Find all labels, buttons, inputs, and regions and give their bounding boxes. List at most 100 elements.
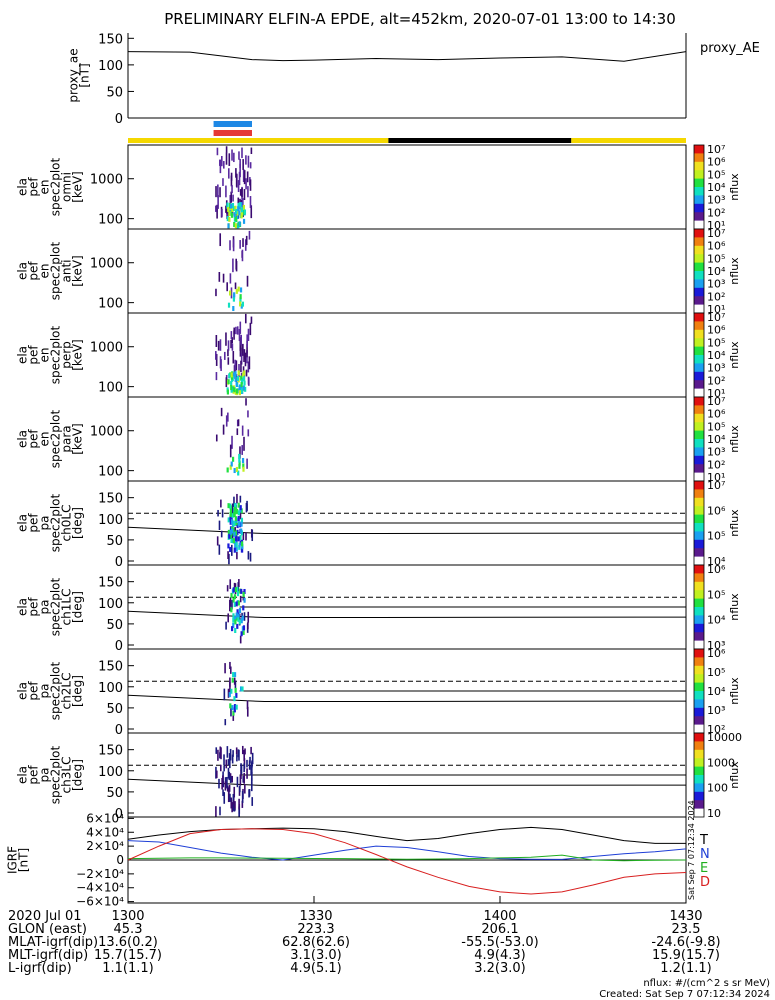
spectrogram-pixel — [225, 621, 227, 630]
spectrogram-pixel — [241, 457, 245, 463]
ela_pef_pa_spec2plot_ch1LC-colorbar-segment — [694, 625, 704, 629]
spectrogram-pixel — [231, 343, 234, 351]
spectrogram-pixel — [236, 523, 239, 529]
spectrogram-pixel — [238, 384, 242, 390]
spectrogram-pixel — [236, 609, 239, 615]
ela_pef_pa_spec2plot_ch1LC-colorbar-segment — [694, 581, 704, 585]
spectrogram-pixel — [225, 415, 228, 427]
spectrogram-pixel — [237, 536, 240, 542]
spectrogram-pixel — [238, 806, 240, 817]
ela_pef_en_spec2plot_perp-frame — [127, 312, 687, 398]
ela_pef_en_spec2plot_para-colorbar-segment — [694, 409, 704, 413]
ela_pef_en_spec2plot_perp-colorbar-segment — [694, 325, 704, 329]
spectrogram-pixel — [246, 171, 249, 183]
spectrogram-pixel — [232, 306, 235, 312]
ela_pef_pa_spec2plot_ch1LC-colorbar-segment — [694, 636, 704, 640]
spectrogram-pixel — [238, 151, 240, 160]
spectrogram-pixel — [226, 216, 229, 222]
ela_pef_pa_spec2plot_ch0LC-colorbar-segment — [694, 560, 704, 564]
spectrogram-pixel — [233, 696, 236, 702]
spectrogram-pixel — [229, 519, 232, 525]
ela_pef_en_spec2plot_anti-colorbar-segment — [694, 279, 704, 283]
spectrogram-pixel — [219, 806, 221, 816]
ela_pef_pa_spec2plot_ch0LC-colorbar-segment — [694, 533, 704, 537]
spectrogram-pixel — [233, 221, 236, 227]
spectrogram-pixel — [237, 600, 240, 606]
spectrogram-pixel — [237, 370, 240, 376]
spectrogram-pixel — [229, 529, 232, 535]
spectrogram-pixel — [233, 602, 236, 608]
ela_pef_pa_spec2plot_ch1LC-colorbar-segment — [694, 604, 704, 608]
ela_pef_en_spec2plot_perp-colorbar-segment — [694, 346, 704, 350]
ela_pef_en_spec2plot_anti-colorbar-label: nflux — [728, 257, 741, 285]
ela_pef_pa_spec2plot_ch0LC-colorbar-segment — [694, 506, 704, 509]
ela_pef_pa_spec2plot_ch0LC-colorbar-segment — [694, 537, 704, 541]
spectrogram-pixel — [238, 579, 240, 588]
spectrogram-pixel — [239, 163, 241, 178]
spectrogram-pixel — [236, 623, 239, 629]
spectrogram-pixel — [232, 527, 235, 533]
ela_pef_pa_spec2plot_ch3LC-colorbar-segment — [694, 789, 704, 793]
ela_pef_en_spec2plot_perp-colorbar-segment — [694, 373, 704, 377]
proxy-ae-line — [127, 51, 687, 62]
ela_pef_pa_spec2plot_ch1LC-colorbar-segment — [694, 588, 704, 591]
ela_pef_pa_spec2plot_ch2LC-colorbar-segment — [694, 697, 704, 700]
ela_pef_pa_spec2plot_ch0LC-colorbar-segment — [694, 520, 704, 524]
ela_pef_pa_spec2plot_ch2LC-colorbar-segment — [694, 716, 704, 719]
spectrogram-pixel — [249, 322, 252, 336]
spectrogram-pixel — [229, 703, 232, 709]
ela_pef_en_spec2plot_anti-colorbar-segment — [694, 243, 704, 247]
ela_pef_pa_spec2plot_ch1LC-colorbar-segment — [694, 590, 704, 593]
spectrogram-pixel — [236, 529, 239, 535]
ephemeris-value: 15.9(15.7) — [652, 948, 720, 963]
ela_pef_en_spec2plot_para-ylabel-line: en — [38, 432, 52, 447]
spectrogram-pixel — [242, 198, 244, 208]
ela_pef_en_spec2plot_para-frame — [127, 396, 687, 482]
spectrogram-pixel — [240, 379, 244, 385]
spectrogram-pixel — [233, 677, 236, 685]
spectrogram-pixel — [230, 372, 233, 378]
spectrogram-pixel — [234, 516, 238, 522]
ela_pef_pa_spec2plot_ch2LC-colorbar-segment — [694, 714, 704, 717]
spectrogram-pixel — [217, 509, 219, 517]
ela_pef_pa_spec2plot_ch3LC-colorbar-segment — [694, 777, 704, 780]
ela_pef_pa_spec2plot_ch0LC-colorbar-segment — [694, 548, 704, 551]
zone-bar-segment — [388, 138, 572, 143]
ela_pef_pa_spec2plot_ch3LC-colorbar-tick-label: 100 — [707, 782, 728, 795]
ela_pef_en_spec2plot_omni-colorbar-segment — [694, 224, 704, 228]
ela_pef_en_spec2plot_perp-colorbar-segment — [694, 355, 704, 358]
ela_pef_pa_spec2plot_ch3LC-ytick-label: 100 — [98, 765, 123, 780]
spectrogram-pixel — [250, 316, 253, 324]
ela_pef_pa_spec2plot_ch1LC-colorbar-label: nflux — [728, 593, 741, 621]
spectrogram-pixel — [245, 398, 247, 406]
ela_pef_en_spec2plot_omni-colorbar-segment — [694, 163, 704, 167]
spectrogram-pixel — [240, 207, 244, 213]
ela_pef_en_spec2plot_para-colorbar-segment — [694, 399, 704, 402]
spectrogram-pixel — [230, 708, 232, 717]
spectrogram-pixel — [242, 218, 246, 224]
igrf-legend-E: E — [700, 861, 708, 876]
ela_pef_pa_spec2plot_ch0LC-colorbar-segment — [694, 491, 704, 495]
ela_pef_en_spec2plot_para-colorbar-tick-label: 10¹ — [707, 471, 725, 484]
spectrogram-pixel — [244, 784, 246, 794]
ela_pef_pa_spec2plot_ch0LC-ytick-label: 100 — [98, 513, 123, 528]
igrf-ylabel-line: [nT] — [17, 848, 31, 872]
ela_pef_en_spec2plot_anti-colorbar-segment — [694, 310, 704, 314]
spectrogram-pixel — [245, 178, 247, 190]
ela_pef_pa_spec2plot_ch1LC-colorbar-segment — [694, 617, 704, 621]
ela_pef_pa_spec2plot_ch3LC-colorbar-segment — [694, 800, 704, 803]
ela_pef_en_spec2plot_perp-colorbar-segment — [694, 342, 704, 346]
ela_pef_en_spec2plot_para-colorbar-segment — [694, 478, 704, 482]
ela_pef_en_spec2plot_anti-colorbar-tick-label: 10³ — [707, 278, 725, 291]
spectrogram-pixel — [233, 496, 235, 507]
spectrogram-pixel — [231, 600, 233, 610]
spectrogram-pixel — [239, 337, 242, 351]
spectrogram-pixel — [228, 533, 231, 539]
spectrogram-pixel — [225, 759, 228, 769]
spectrogram-pixel — [237, 616, 240, 622]
spectrogram-pixel — [241, 249, 244, 262]
igrf-series-E — [127, 854, 687, 862]
ela_pef_en_spec2plot_para-colorbar-segment — [694, 415, 704, 419]
spectrogram-pixel — [236, 493, 238, 504]
spectrogram-pixel — [238, 608, 242, 614]
